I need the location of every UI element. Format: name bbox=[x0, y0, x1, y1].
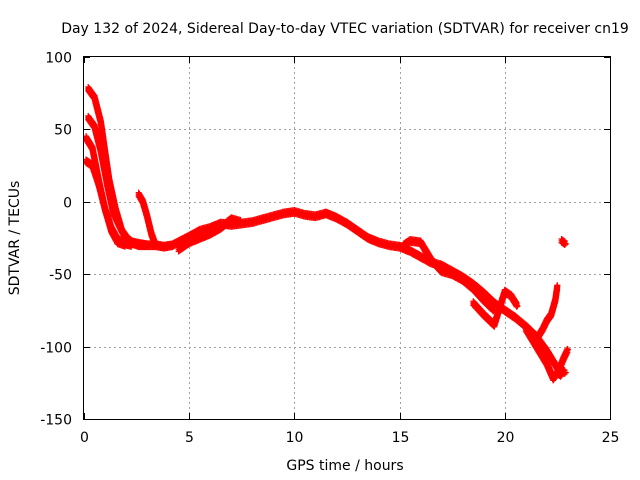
data-point bbox=[562, 369, 569, 376]
y-tick-label: 50 bbox=[54, 123, 72, 139]
x-tick-label: 10 bbox=[286, 430, 304, 446]
x-tick-label: 20 bbox=[497, 430, 515, 446]
x-tick-label: 5 bbox=[185, 430, 194, 446]
data-point bbox=[129, 242, 136, 249]
data-point bbox=[513, 300, 520, 307]
series-arc-f bbox=[175, 214, 245, 255]
data-point bbox=[238, 219, 245, 226]
x-tick-label: 0 bbox=[80, 430, 89, 446]
x-axis-label: GPS time / hours bbox=[286, 458, 403, 474]
series-arc-l bbox=[558, 236, 569, 248]
y-tick-label: -150 bbox=[40, 413, 72, 429]
series-arc-h bbox=[470, 286, 521, 330]
series-arc-g bbox=[400, 236, 498, 315]
y-tick-label: -100 bbox=[40, 341, 72, 357]
y-axis-label: SDTVAR / TECUs bbox=[7, 181, 23, 296]
data-point bbox=[554, 282, 561, 289]
series-arc-e bbox=[135, 189, 159, 249]
plot-frame bbox=[83, 56, 611, 420]
data-point bbox=[144, 242, 151, 249]
series-arc-main bbox=[85, 83, 569, 377]
data-point bbox=[513, 298, 520, 305]
chart-title: Day 132 of 2024, Sidereal Day-to-day VTE… bbox=[61, 21, 629, 37]
data-point bbox=[562, 240, 569, 247]
data-point bbox=[152, 242, 159, 249]
data-point bbox=[564, 346, 571, 353]
data-point bbox=[514, 303, 521, 310]
axis-ticks: 0 5 10 15 20 25 -150 -100 -50 0 50 100 bbox=[40, 51, 619, 447]
series-arc-k bbox=[556, 345, 571, 374]
y-tick-label: -50 bbox=[49, 268, 72, 284]
x-tick-label: 25 bbox=[602, 430, 620, 446]
x-tick-label: 15 bbox=[392, 430, 410, 446]
y-tick-label: 100 bbox=[45, 51, 72, 67]
data-points bbox=[83, 83, 571, 384]
grid-lines bbox=[84, 57, 610, 419]
data-point bbox=[558, 372, 565, 379]
series-arc-b bbox=[85, 112, 151, 251]
data-point bbox=[490, 304, 497, 311]
series-arc-d bbox=[83, 156, 136, 250]
series-arc-j bbox=[533, 282, 561, 345]
data-point bbox=[489, 303, 496, 310]
y-tick-label: 0 bbox=[63, 196, 72, 212]
